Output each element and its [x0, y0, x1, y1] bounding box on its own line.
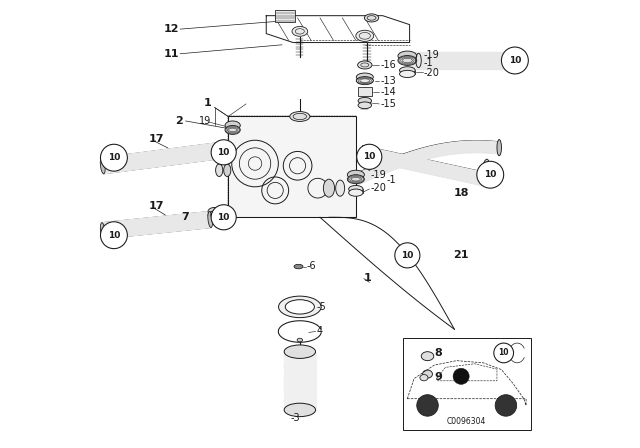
- Text: -6: -6: [307, 261, 316, 271]
- Ellipse shape: [506, 52, 511, 69]
- Ellipse shape: [364, 14, 379, 22]
- Text: 1: 1: [204, 98, 212, 108]
- Circle shape: [453, 368, 469, 384]
- Circle shape: [495, 395, 516, 416]
- Bar: [275, 10, 296, 22]
- Text: -15: -15: [380, 99, 396, 109]
- Bar: [403, 338, 531, 430]
- Text: 10: 10: [499, 349, 509, 358]
- Circle shape: [395, 243, 420, 268]
- Circle shape: [100, 144, 127, 171]
- Polygon shape: [102, 142, 225, 174]
- Text: 12: 12: [163, 24, 179, 34]
- Circle shape: [211, 205, 236, 230]
- Ellipse shape: [356, 30, 374, 42]
- Ellipse shape: [421, 352, 434, 361]
- Ellipse shape: [422, 370, 433, 378]
- Text: -19: -19: [424, 50, 440, 60]
- Polygon shape: [102, 211, 211, 239]
- Ellipse shape: [297, 338, 303, 342]
- Ellipse shape: [348, 170, 364, 179]
- Text: -1: -1: [424, 58, 433, 68]
- Ellipse shape: [208, 207, 221, 215]
- Text: 1: 1: [364, 273, 372, 283]
- Ellipse shape: [284, 345, 316, 358]
- Bar: [228, 116, 356, 217]
- Text: 10: 10: [484, 170, 497, 179]
- Text: 10: 10: [108, 153, 120, 162]
- Ellipse shape: [292, 26, 308, 36]
- Ellipse shape: [356, 77, 373, 85]
- Text: -13: -13: [380, 76, 396, 86]
- Text: C0096304: C0096304: [447, 418, 486, 426]
- Text: 17: 17: [149, 134, 164, 144]
- Ellipse shape: [278, 296, 321, 318]
- Text: -19: -19: [370, 170, 386, 180]
- Circle shape: [477, 161, 504, 188]
- Ellipse shape: [497, 140, 502, 156]
- Text: -3: -3: [291, 413, 300, 422]
- Ellipse shape: [349, 185, 363, 193]
- Text: -14: -14: [380, 87, 396, 97]
- Ellipse shape: [349, 189, 363, 196]
- Text: 10: 10: [218, 148, 230, 157]
- Text: 2: 2: [175, 116, 184, 126]
- Ellipse shape: [336, 180, 345, 196]
- Circle shape: [211, 140, 236, 165]
- Text: 4: 4: [316, 326, 323, 336]
- Ellipse shape: [483, 159, 489, 172]
- Text: 10: 10: [218, 213, 230, 222]
- Ellipse shape: [216, 164, 223, 177]
- Text: 10: 10: [509, 56, 521, 65]
- Ellipse shape: [208, 211, 212, 228]
- Ellipse shape: [358, 102, 372, 109]
- Circle shape: [494, 343, 513, 363]
- Text: -20: -20: [370, 183, 386, 193]
- Text: 18: 18: [454, 188, 469, 198]
- Ellipse shape: [225, 121, 240, 130]
- Circle shape: [502, 47, 529, 74]
- Circle shape: [417, 395, 438, 416]
- Text: 10: 10: [363, 152, 376, 161]
- Ellipse shape: [284, 403, 316, 417]
- Bar: [358, 87, 371, 96]
- Ellipse shape: [399, 70, 415, 78]
- Text: 8: 8: [435, 348, 442, 358]
- Ellipse shape: [100, 158, 105, 174]
- Ellipse shape: [358, 98, 372, 104]
- Text: 10: 10: [108, 231, 120, 240]
- Ellipse shape: [100, 223, 105, 239]
- Ellipse shape: [294, 264, 303, 269]
- Ellipse shape: [420, 375, 428, 381]
- Ellipse shape: [208, 211, 221, 219]
- Ellipse shape: [225, 125, 240, 134]
- Ellipse shape: [398, 51, 417, 61]
- Text: 19: 19: [199, 116, 211, 126]
- Ellipse shape: [358, 61, 372, 69]
- Circle shape: [100, 222, 127, 249]
- Text: -16: -16: [380, 60, 396, 70]
- Ellipse shape: [356, 73, 373, 81]
- Text: 11: 11: [163, 49, 179, 59]
- Ellipse shape: [399, 67, 415, 74]
- Ellipse shape: [398, 56, 417, 65]
- Ellipse shape: [221, 142, 226, 158]
- Text: 10: 10: [401, 251, 413, 260]
- Circle shape: [356, 144, 382, 169]
- Ellipse shape: [285, 300, 314, 314]
- Text: -1: -1: [387, 175, 396, 185]
- Text: 21: 21: [454, 250, 469, 260]
- Text: -5: -5: [316, 302, 326, 312]
- Ellipse shape: [348, 175, 364, 184]
- Ellipse shape: [290, 112, 310, 121]
- Text: 9: 9: [435, 372, 442, 382]
- Text: 7: 7: [181, 212, 189, 222]
- Ellipse shape: [224, 164, 231, 177]
- Ellipse shape: [323, 179, 335, 197]
- Text: -20: -20: [424, 68, 440, 78]
- Text: 17: 17: [149, 201, 164, 211]
